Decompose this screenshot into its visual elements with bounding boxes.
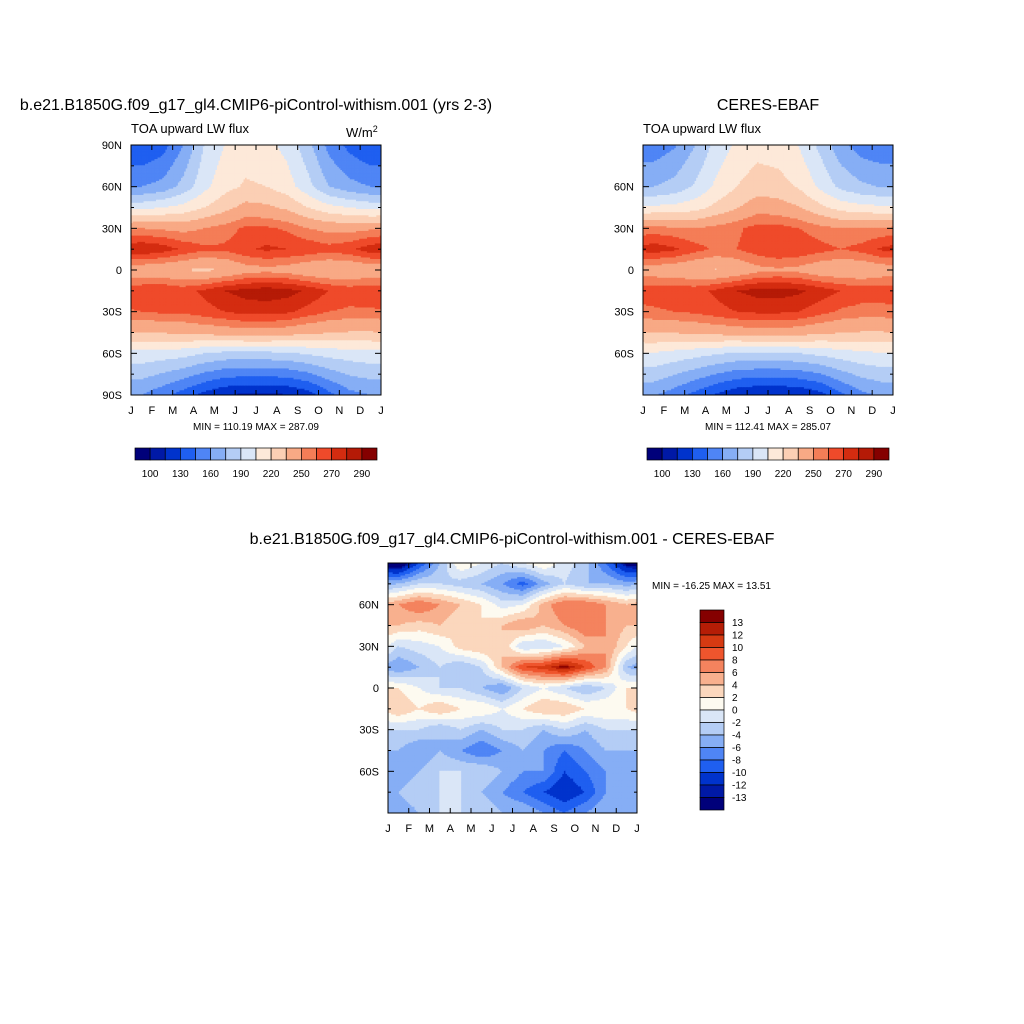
model-title: b.e21.B1850G.f09_g17_gl4.CMIP6-piControl… [20,97,492,114]
model-heatmap [131,145,381,395]
model-units: W/m2 [346,124,378,140]
model-units-base: W/m [346,125,373,140]
model-units-exponent: 2 [373,124,378,134]
model-subtitle: TOA upward LW flux [131,121,250,136]
